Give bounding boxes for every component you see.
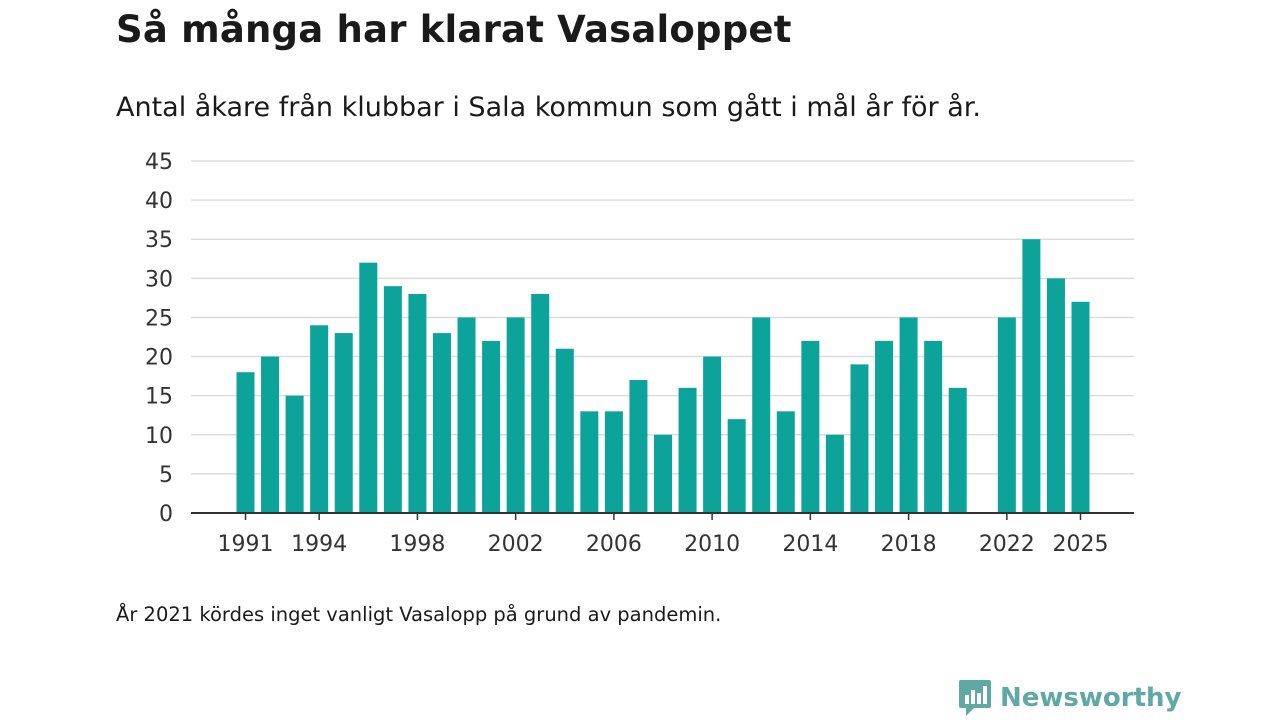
bar-2005 [580, 411, 599, 513]
bar-1999 [432, 333, 451, 513]
brand-name: Newsworthy [1000, 683, 1182, 713]
bars [236, 239, 1090, 513]
newsworthy-logo-icon [959, 680, 991, 716]
bar-2013 [776, 411, 795, 513]
bar-2012 [752, 317, 771, 513]
bar-2001 [482, 340, 501, 513]
x-tick-label: 2018 [881, 532, 937, 557]
x-tick-label: 2010 [684, 532, 740, 557]
y-tick-label: 15 [145, 385, 173, 410]
bar-1995 [334, 333, 353, 513]
x-tick-label: 2006 [586, 532, 642, 557]
y-tick-label: 30 [145, 267, 173, 292]
bar-2022 [997, 317, 1016, 513]
bar-2015 [825, 434, 844, 513]
bar-2004 [555, 348, 574, 513]
bar-1996 [359, 262, 378, 513]
bar-2014 [801, 340, 820, 513]
y-tick-label: 40 [145, 189, 173, 214]
bar-2019 [924, 340, 943, 513]
x-tick-label: 2014 [782, 532, 838, 557]
footnote: År 2021 kördes inget vanligt Vasalopp på… [116, 603, 722, 626]
y-tick-label: 10 [145, 424, 173, 449]
x-tick-label: 2002 [488, 532, 544, 557]
y-tick-label: 25 [145, 306, 173, 331]
bar-2020 [948, 387, 967, 513]
bar-2016 [850, 364, 869, 513]
y-tick-label: 45 [145, 150, 173, 175]
gridlines [191, 160, 1134, 475]
x-tick-label: 2025 [1053, 532, 1109, 557]
bar-2002 [506, 317, 525, 513]
y-tick-label: 35 [145, 228, 173, 253]
x-tick-label: 1994 [291, 532, 347, 557]
bar-2006 [604, 411, 623, 513]
bar-1997 [383, 286, 402, 513]
y-tick-label: 0 [159, 502, 173, 527]
bar-2024 [1046, 278, 1065, 513]
bar-2008 [654, 434, 672, 513]
bar-2007 [629, 380, 648, 513]
bar-1994 [310, 325, 329, 513]
bar-1992 [261, 356, 280, 513]
bar-1991 [236, 372, 255, 513]
x-axis-ticks: 1991 1994 1998 2002 2006 2010 2014 2018 2022 2025 [218, 513, 1109, 557]
chart-subtitle: Antal åkare från klubbar i Sala kommun s… [116, 92, 981, 123]
y-tick-label: 20 [145, 346, 173, 371]
bar-2017 [875, 340, 894, 513]
bar-1993 [285, 395, 304, 513]
x-tick-label: 1998 [389, 532, 445, 557]
bar-2009 [678, 387, 697, 513]
y-tick-label: 5 [159, 463, 173, 488]
y-axis-ticks: 0 5 10 15 20 25 30 35 40 45 [145, 150, 173, 527]
bar-1998 [408, 293, 427, 513]
bar-2011 [727, 419, 746, 513]
bar-2023 [1022, 239, 1041, 513]
chart-title: Så många har klarat Vasaloppet [116, 8, 792, 51]
bar-2018 [899, 317, 918, 513]
bar-2010 [703, 356, 722, 513]
bar-2000 [457, 317, 476, 513]
brand-logo: Newsworthy [958, 678, 1181, 718]
bar-2003 [531, 293, 550, 513]
x-tick-label: 1991 [218, 532, 274, 557]
bar-2025 [1071, 301, 1090, 513]
x-tick-label: 2022 [979, 532, 1035, 557]
